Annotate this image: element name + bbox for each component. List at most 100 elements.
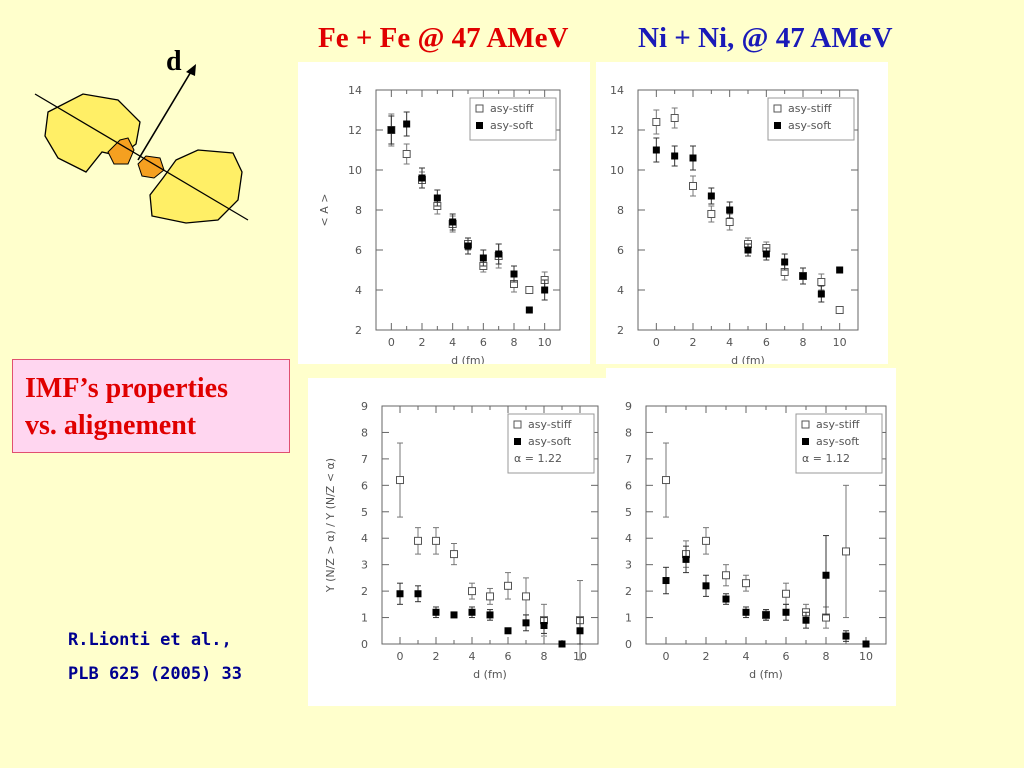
callout-line-1: IMF’s properties: [25, 373, 228, 404]
data-point-asy-soft: [540, 621, 548, 629]
y-tick-label: 8: [361, 426, 368, 439]
legend-marker-stiff: [801, 420, 810, 429]
data-point-asy-stiff: [670, 114, 679, 122]
x-tick-label: 0: [397, 650, 404, 663]
legend-entry: asy-stiff: [528, 418, 572, 431]
legend-marker-stiff: [773, 104, 782, 113]
data-point-asy-soft: [522, 619, 530, 627]
y-tick-label: 8: [625, 426, 632, 439]
legend-entry: asy-soft: [788, 119, 832, 132]
chart-isospin-ratio-ni: 0 2 4 6 8 10 0 1 2 3 4 5 6 7 8 9 d (fm) asy-stiff asy-soft…: [606, 368, 896, 706]
y-tick-label: 8: [355, 204, 362, 217]
legend-marker-stiff: [475, 104, 484, 113]
legend-entry: asy-soft: [816, 435, 860, 448]
data-point-asy-stiff: [722, 571, 730, 580]
legend-box: [507, 413, 595, 474]
x-tick-label: 0: [388, 336, 395, 349]
chart-mean-mass-ni: 0 2 4 6 8 10 2 4 6 8 10 12 14 d (fm) asy-stiff asy-soft: [596, 62, 888, 364]
data-point-asy-soft: [495, 250, 503, 258]
x-tick-label: 4: [726, 336, 733, 349]
data-point-asy-soft: [682, 555, 690, 563]
data-point-asy-soft: [449, 218, 457, 226]
data-point-asy-soft: [836, 266, 844, 274]
x-tick-label: 4: [743, 650, 750, 663]
x-axis-label: d (fm): [731, 354, 765, 364]
y-tick-label: 4: [625, 532, 632, 545]
data-point-asy-stiff: [450, 550, 458, 559]
x-tick-label: 2: [690, 336, 697, 349]
data-point-asy-stiff: [396, 476, 404, 485]
data-point-asy-soft: [464, 242, 472, 250]
legend-marker-soft: [802, 438, 809, 445]
data-point-asy-soft: [387, 126, 395, 134]
legend-entry: asy-stiff: [788, 102, 832, 115]
x-tick-label: 6: [480, 336, 487, 349]
data-point-asy-soft: [722, 595, 730, 603]
data-point-asy-soft: [576, 627, 584, 635]
y-tick-label: 14: [348, 84, 362, 97]
data-point-asy-soft: [403, 120, 411, 128]
data-point-asy-soft: [707, 192, 715, 200]
data-point-asy-stiff: [742, 579, 750, 588]
data-point-asy-soft: [396, 590, 404, 598]
data-point-asy-stiff: [707, 210, 716, 218]
y-tick-label: 12: [348, 124, 362, 137]
legend-box: [795, 413, 883, 474]
y-tick-label: 2: [361, 585, 368, 598]
callout-line-2: vs. alignement: [25, 410, 197, 441]
x-tick-label: 10: [859, 650, 873, 663]
data-point-asy-soft: [802, 616, 810, 624]
y-tick-label: 9: [361, 400, 368, 413]
reference-authors: R.Lionti et al.,: [68, 630, 232, 650]
data-point-asy-soft: [652, 146, 660, 154]
data-point-asy-soft: [744, 246, 752, 254]
y-tick-label: 5: [625, 506, 632, 519]
y-tick-label: 0: [361, 638, 368, 651]
y-tick-label: 14: [610, 84, 624, 97]
y-tick-label: 3: [625, 559, 632, 572]
legend-marker-soft: [476, 122, 483, 129]
x-tick-label: 2: [433, 650, 440, 663]
data-point-asy-stiff: [662, 476, 670, 485]
legend-entry: α = 1.22: [514, 452, 562, 465]
y-tick-label: 7: [361, 453, 368, 466]
y-tick-label: 4: [361, 532, 368, 545]
data-point-asy-stiff: [842, 547, 850, 556]
x-tick-label: 8: [541, 650, 548, 663]
x-tick-label: 2: [419, 336, 426, 349]
data-point-asy-soft: [432, 608, 440, 616]
x-tick-label: 8: [800, 336, 807, 349]
x-axis-label: d (fm): [473, 668, 507, 681]
legend-box: [767, 97, 855, 141]
y-tick-label: 12: [610, 124, 624, 137]
data-point-asy-stiff: [689, 182, 697, 190]
y-tick-label: 7: [625, 453, 632, 466]
data-point-asy-stiff: [486, 592, 494, 601]
data-point-asy-soft: [510, 270, 518, 278]
x-tick-label: 4: [449, 336, 456, 349]
y-tick-label: 3: [361, 559, 368, 572]
data-point-asy-soft: [486, 611, 494, 619]
data-point-asy-stiff: [522, 592, 530, 601]
y-tick-label: 2: [617, 324, 624, 337]
y-axis-label: < A >: [318, 194, 331, 227]
data-point-asy-stiff: [725, 218, 734, 226]
y-tick-label: 1: [625, 612, 632, 625]
legend-entry: asy-soft: [490, 119, 534, 132]
y-axis-label: Y (N/Z > α) / Y (N/Z < α): [324, 458, 337, 593]
x-tick-label: 0: [663, 650, 670, 663]
data-point-asy-soft: [414, 590, 422, 598]
legend-entry: asy-stiff: [490, 102, 534, 115]
data-point-asy-stiff: [702, 536, 710, 545]
x-axis-label: d (fm): [749, 668, 783, 681]
x-tick-label: 10: [538, 336, 552, 349]
distance-arrowhead: [186, 64, 196, 76]
data-point-asy-soft: [799, 272, 807, 280]
y-tick-label: 0: [625, 638, 632, 651]
y-tick-label: 4: [355, 284, 362, 297]
data-point-asy-stiff: [525, 286, 534, 294]
data-point-asy-soft: [842, 632, 850, 640]
data-point-asy-soft: [479, 254, 487, 262]
imf-fragment-2: [137, 155, 165, 179]
